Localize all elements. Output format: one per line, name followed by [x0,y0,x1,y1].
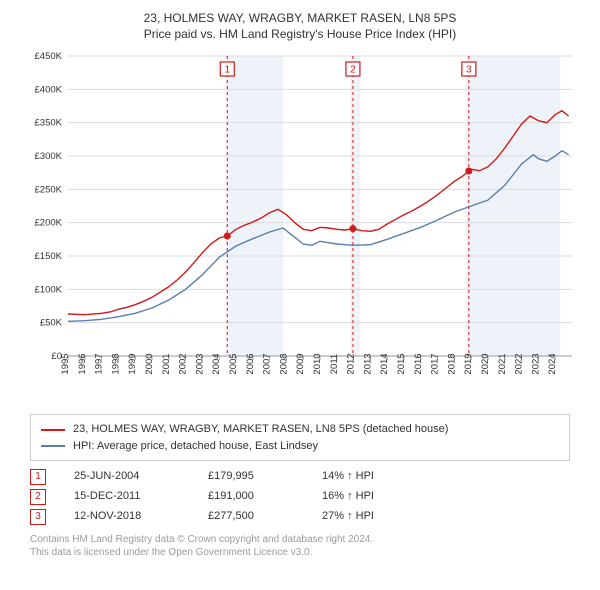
svg-text:2015: 2015 [396,354,407,375]
svg-text:2004: 2004 [211,354,222,375]
chart-title-line2: Price paid vs. HM Land Registry's House … [10,26,590,42]
legend-swatch-property [41,429,65,431]
svg-text:2008: 2008 [278,354,289,375]
marker-badge-3: 3 [30,509,46,525]
marker-pct-1: 14% ↑ HPI [322,467,432,487]
svg-text:2019: 2019 [463,354,474,375]
marker-price-1: £179,995 [208,467,298,487]
marker-price-3: £277,500 [208,507,298,527]
legend-label-hpi: HPI: Average price, detached house, East… [73,438,318,455]
svg-text:1996: 1996 [77,354,88,375]
svg-text:1999: 1999 [127,354,138,375]
marker-row-3: 3 12-NOV-2018 £277,500 27% ↑ HPI [30,507,570,527]
svg-text:1995: 1995 [60,354,71,375]
svg-text:2012: 2012 [346,354,357,375]
marker-date-1: 25-JUN-2004 [74,467,184,487]
chart-title-block: 23, HOLMES WAY, WRAGBY, MARKET RASEN, LN… [10,10,590,42]
svg-text:2006: 2006 [245,354,256,375]
marker-row-1: 1 25-JUN-2004 £179,995 14% ↑ HPI [30,467,570,487]
svg-text:2016: 2016 [413,354,424,375]
svg-text:2003: 2003 [194,354,205,375]
svg-text:2014: 2014 [379,354,390,375]
svg-text:£400K: £400K [35,85,63,96]
svg-text:1: 1 [224,65,230,76]
svg-text:2023: 2023 [530,354,541,375]
svg-text:£50K: £50K [40,318,63,329]
legend-item-property: 23, HOLMES WAY, WRAGBY, MARKET RASEN, LN… [41,421,559,438]
svg-text:1997: 1997 [94,354,105,375]
svg-text:£450K: £450K [35,51,63,62]
marker-badge-1: 1 [30,469,46,485]
marker-date-2: 15-DEC-2011 [74,487,184,507]
svg-text:2024: 2024 [547,354,558,375]
marker-badge-2: 2 [30,489,46,505]
svg-text:2013: 2013 [362,354,373,375]
svg-text:2001: 2001 [161,354,172,375]
svg-text:£100K: £100K [35,285,63,296]
svg-text:1998: 1998 [110,354,121,375]
legend-label-property: 23, HOLMES WAY, WRAGBY, MARKET RASEN, LN… [73,421,448,438]
svg-text:£250K: £250K [35,185,63,196]
svg-text:£200K: £200K [35,218,63,229]
svg-text:2020: 2020 [480,354,491,375]
chart-title-line1: 23, HOLMES WAY, WRAGBY, MARKET RASEN, LN… [10,10,590,26]
attribution-line2: This data is licensed under the Open Gov… [30,546,570,560]
svg-text:2021: 2021 [497,354,508,375]
svg-text:2002: 2002 [178,354,189,375]
marker-date-3: 12-NOV-2018 [74,507,184,527]
svg-text:2022: 2022 [514,354,525,375]
svg-text:2007: 2007 [262,354,273,375]
legend: 23, HOLMES WAY, WRAGBY, MARKET RASEN, LN… [30,414,570,461]
price-chart: £0£50K£100K£150K£200K£250K£300K£350K£400… [20,46,580,406]
chart-svg: £0£50K£100K£150K£200K£250K£300K£350K£400… [20,46,580,406]
svg-text:2018: 2018 [446,354,457,375]
legend-item-hpi: HPI: Average price, detached house, East… [41,438,559,455]
marker-pct-2: 16% ↑ HPI [322,487,432,507]
svg-text:£350K: £350K [35,118,63,129]
svg-text:2017: 2017 [430,354,441,375]
svg-text:3: 3 [466,65,472,76]
svg-text:£300K: £300K [35,151,63,162]
legend-swatch-hpi [41,445,65,447]
attribution-line1: Contains HM Land Registry data © Crown c… [30,533,570,547]
attribution: Contains HM Land Registry data © Crown c… [30,533,570,560]
marker-price-2: £191,000 [208,487,298,507]
marker-pct-3: 27% ↑ HPI [322,507,432,527]
svg-text:2000: 2000 [144,354,155,375]
svg-text:2011: 2011 [329,354,340,374]
svg-text:2: 2 [350,65,356,76]
svg-text:2009: 2009 [295,354,306,375]
svg-text:2010: 2010 [312,354,323,375]
marker-table: 1 25-JUN-2004 £179,995 14% ↑ HPI 2 15-DE… [30,467,570,526]
marker-row-2: 2 15-DEC-2011 £191,000 16% ↑ HPI [30,487,570,507]
svg-text:£150K: £150K [35,251,63,262]
svg-text:2005: 2005 [228,354,239,375]
